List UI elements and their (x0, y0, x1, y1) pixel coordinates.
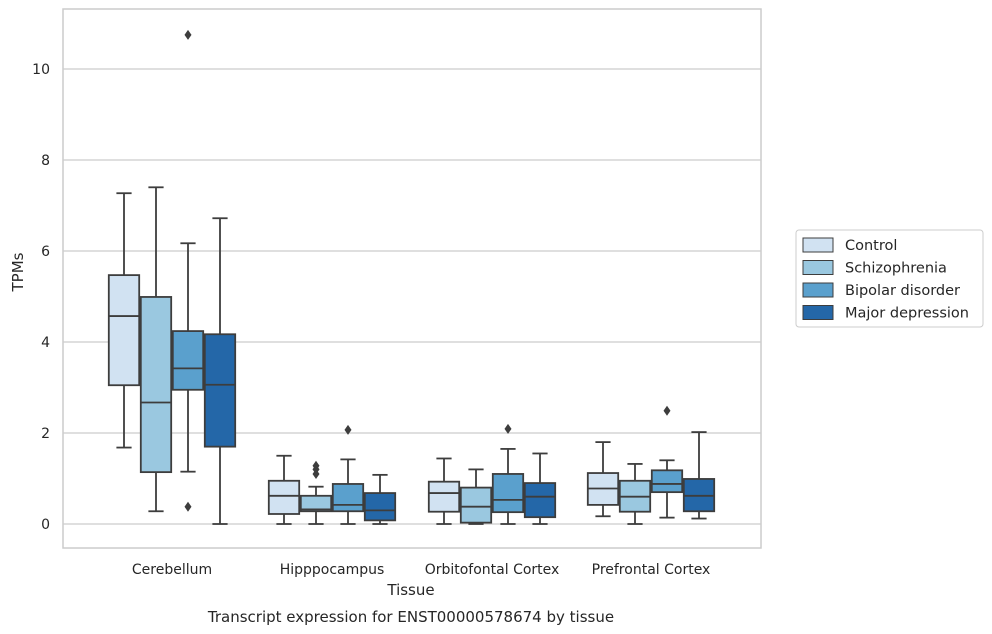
outlier-point (312, 460, 320, 471)
box-1-1 (299, 460, 333, 525)
outlier-point (663, 405, 671, 416)
box-iqr (107, 274, 141, 387)
box-iqr (267, 479, 301, 515)
box-layer (107, 29, 716, 525)
legend-label: Schizophrenia (845, 261, 947, 277)
box-iqr (459, 486, 493, 524)
box-0-3 (203, 217, 237, 525)
y-tick-label: 4 (41, 335, 50, 351)
legend-label: Major depression (845, 306, 969, 322)
box-iqr (331, 483, 365, 513)
box-iqr (171, 330, 205, 391)
legend: Control Schizophrenia Bipolar disorder Majo… (795, 229, 984, 328)
legend-swatch (802, 260, 834, 275)
box-iqr (650, 469, 684, 494)
box-2-0 (427, 457, 461, 525)
outlier-point (344, 424, 352, 435)
plot-frame (62, 8, 762, 549)
box-iqr (203, 333, 237, 448)
legend-label: Bipolar disorder (845, 283, 960, 299)
x-tick-label: Orbitofontal Cortex (425, 562, 560, 578)
box-0-1 (139, 186, 173, 513)
box-2-1 (459, 468, 493, 525)
legend-swatch (802, 282, 834, 298)
x-tick-label: Cerebellum (132, 562, 212, 578)
legend-label: Control (845, 238, 897, 254)
box-3-1 (618, 463, 652, 525)
outlier-point (184, 29, 192, 40)
box-iqr (363, 492, 397, 522)
outlier-point (184, 501, 192, 512)
legend-swatch (802, 237, 834, 253)
box-2-2 (491, 423, 525, 525)
outlier-point (504, 423, 512, 434)
chart-caption: Transcript expression for ENST0000057867… (207, 608, 614, 626)
box-3-2 (650, 405, 684, 519)
box-iqr (139, 296, 173, 474)
box-2-3 (523, 452, 557, 525)
box-0-2 (171, 29, 205, 512)
box-3-0 (586, 441, 620, 518)
y-tick-labels: 0 2 4 6 8 10 (32, 62, 50, 533)
y-tick-label: 2 (41, 426, 50, 442)
box-iqr (427, 480, 461, 513)
box-iqr (491, 473, 525, 514)
legend-frame (795, 229, 984, 328)
box-0-0 (107, 192, 141, 449)
y-axis-label: TPMs (9, 252, 27, 292)
y-tick-label: 10 (32, 62, 50, 78)
y-tick-label: 8 (41, 153, 50, 169)
x-tick-label: Hipppocampus (280, 562, 385, 578)
box-1-0 (267, 454, 301, 525)
legend-items: Control Schizophrenia Bipolar disorder Majo… (802, 237, 969, 322)
legend-swatch (802, 305, 834, 320)
y-tick-label: 0 (41, 517, 50, 533)
box-iqr (523, 482, 557, 519)
box-1-2 (331, 424, 365, 525)
x-axis-label: Tissue (386, 581, 434, 599)
y-tick-label: 6 (41, 244, 50, 260)
box-3-3 (682, 431, 716, 520)
box-iqr (299, 494, 333, 513)
x-tick-labels: Cerebellum Hipppocampus Orbitofontal Corte… (132, 562, 710, 578)
box-1-3 (363, 473, 397, 525)
x-tick-label: Prefrontal Cortex (592, 562, 711, 578)
